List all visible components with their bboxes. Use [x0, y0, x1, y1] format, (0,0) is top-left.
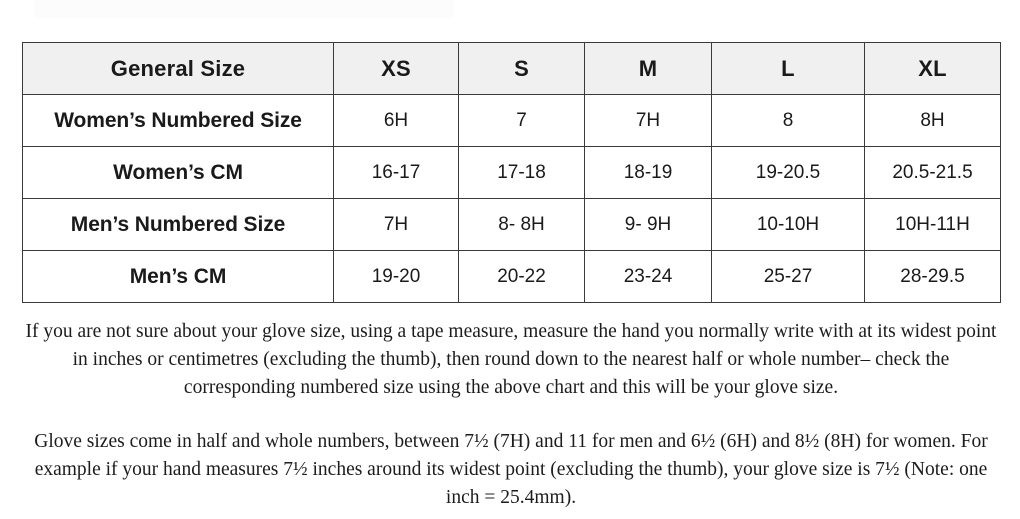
cell-womens-cm-m: 18-19	[584, 146, 712, 199]
cell-womens-numbered-m: 7H	[584, 94, 712, 147]
row-label-mens-cm: Men’s CM	[22, 250, 334, 303]
cell-womens-numbered-s: 7	[458, 94, 585, 147]
header-cell-xs: XS	[333, 42, 459, 95]
table-header-row: General Size XS S M L XL	[22, 42, 1001, 95]
cell-mens-cm-s: 20-22	[458, 250, 585, 303]
table-row: Women’s CM 16-17 17-18 18-19 19-20.5 20.…	[22, 146, 1001, 199]
cell-womens-numbered-xl: 8H	[864, 94, 1001, 147]
top-faint-band	[34, 0, 454, 18]
cell-mens-numbered-xs: 7H	[333, 198, 459, 251]
cell-mens-cm-m: 23-24	[584, 250, 712, 303]
cell-mens-numbered-s: 8- 8H	[458, 198, 585, 251]
note-paragraph-size-ranges: Glove sizes come in half and whole numbe…	[34, 431, 988, 508]
cell-mens-cm-l: 25-27	[711, 250, 865, 303]
table-row: Men’s Numbered Size 7H 8- 8H 9- 9H 10-10…	[22, 198, 1001, 251]
cell-mens-numbered-m: 9- 9H	[584, 198, 712, 251]
cell-mens-cm-xs: 19-20	[333, 250, 459, 303]
header-cell-l: L	[711, 42, 865, 95]
cell-womens-numbered-l: 8	[711, 94, 865, 147]
row-label-mens-numbered-size: Men’s Numbered Size	[22, 198, 334, 251]
cell-womens-cm-s: 17-18	[458, 146, 585, 199]
row-label-womens-cm: Women’s CM	[22, 146, 334, 199]
cell-mens-numbered-l: 10-10H	[711, 198, 865, 251]
cell-womens-cm-xs: 16-17	[333, 146, 459, 199]
notes-section: If you are not sure about your glove siz…	[22, 318, 1000, 512]
header-cell-s: S	[458, 42, 585, 95]
note-paragraph-measuring: If you are not sure about your glove siz…	[25, 321, 997, 398]
table-row: Women’s Numbered Size 6H 7 7H 8 8H	[22, 94, 1001, 147]
header-cell-general-size: General Size	[22, 42, 334, 95]
header-cell-m: M	[584, 42, 712, 95]
table-row: Men’s CM 19-20 20-22 23-24 25-27 28-29.5	[22, 250, 1001, 303]
row-label-womens-numbered-size: Women’s Numbered Size	[22, 94, 334, 147]
header-cell-xl: XL	[864, 42, 1001, 95]
cell-mens-numbered-xl: 10H-11H	[864, 198, 1001, 251]
cell-womens-cm-l: 19-20.5	[711, 146, 865, 199]
glove-size-table: General Size XS S M L XL Women’s Numbere…	[22, 42, 1001, 303]
cell-mens-cm-xl: 28-29.5	[864, 250, 1001, 303]
cell-womens-cm-xl: 20.5-21.5	[864, 146, 1001, 199]
cell-womens-numbered-xs: 6H	[333, 94, 459, 147]
